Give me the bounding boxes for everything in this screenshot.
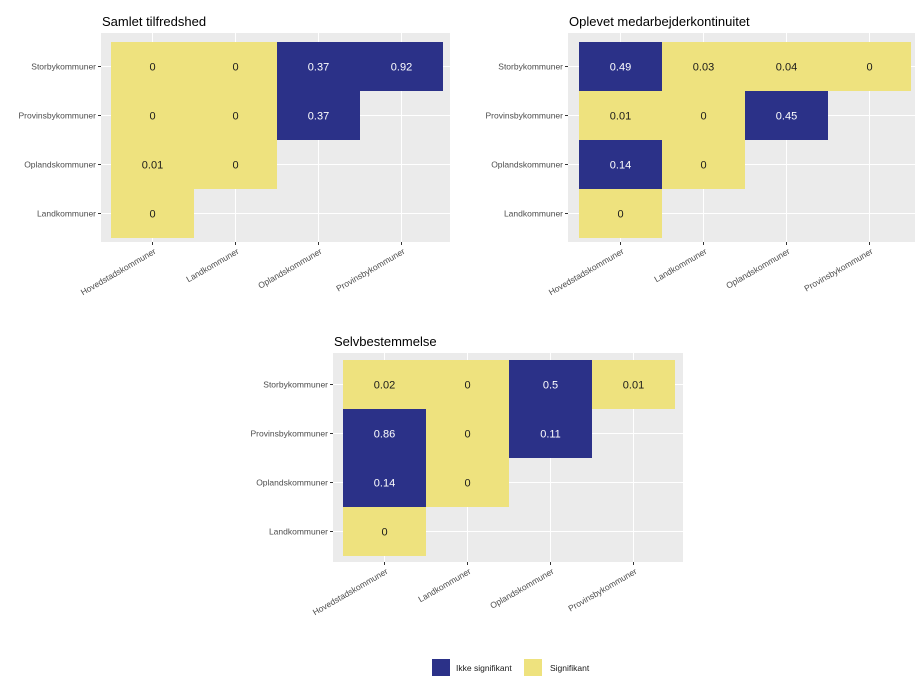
- x-tick-label: Provinsbykommuner: [334, 246, 406, 293]
- heatmap-tile-provinsbykommuner-oplandskommuner: [277, 91, 360, 140]
- y-tick-label: Landkommuner: [504, 209, 563, 219]
- legend: Ikke signifikant Signifikant: [432, 659, 590, 676]
- tile-value-label: 0: [149, 209, 155, 221]
- heatmap-tile-storbykommuner-provinsbykommuner: [592, 360, 675, 409]
- x-tick-label: Hovedstadskommuner: [79, 246, 158, 297]
- legend-label-ikke-signifikant: Ikke signifikant: [456, 663, 512, 673]
- y-tick-label: Storbykommuner: [263, 380, 328, 390]
- heatmap-tile-provinsbykommuner-hovedstadskommuner: [579, 91, 662, 140]
- tile-value-label: 0.86: [374, 429, 395, 441]
- heatmap-tile-landkommuner-hovedstadskommuner: [579, 189, 662, 238]
- x-tick-label: Oplandskommuner: [724, 246, 791, 291]
- heatmap-panel-samlet-tilfredshed: 0 0 0.37 0.92 0 0 0.37 0.01 0 0 Samlet tilfredshed…: [19, 14, 450, 297]
- x-tick-label: Hovedstadskommuner: [311, 566, 390, 617]
- tile-value-label: 0.04: [776, 62, 797, 74]
- tile-value-label: 0.01: [623, 380, 644, 392]
- chart-title: Oplevet medarbejderkontinuitet: [569, 14, 750, 29]
- tile-value-label: 0: [149, 62, 155, 74]
- heatmap-tile-provinsbykommuner-hovedstadskommuner: [343, 409, 426, 458]
- heatmap-tile-provinsbykommuner-oplandskommuner: [745, 91, 828, 140]
- tile-value-label: 0.01: [610, 111, 631, 123]
- heatmap-tile-storbykommuner-hovedstadskommuner: [343, 360, 426, 409]
- tile-value-label: 0: [464, 478, 470, 490]
- x-tick-label: Landkommuner: [652, 246, 708, 284]
- tile-value-label: 0.37: [308, 62, 329, 74]
- y-tick-label: Oplandskommuner: [24, 160, 96, 170]
- tile-value-label: 0.03: [693, 62, 714, 74]
- heatmap-tile-oplandskommuner-landkommuner: [194, 140, 277, 189]
- tile-value-label: 0.92: [391, 62, 412, 74]
- x-tick-label: Oplandskommuner: [256, 246, 323, 291]
- heatmap-tile-oplandskommuner-landkommuner: [426, 458, 509, 507]
- heatmap-tile-storbykommuner-oplandskommuner: [745, 42, 828, 91]
- heatmap-tile-storbykommuner-provinsbykommuner: [360, 42, 443, 91]
- tile-value-label: 0: [149, 111, 155, 123]
- heatmap-tile-storbykommuner-oplandskommuner: [509, 360, 592, 409]
- chart-title: Selvbestemmelse: [334, 334, 437, 349]
- y-tick-label: Provinsbykommuner: [19, 111, 97, 121]
- tile-value-label: 0: [464, 380, 470, 392]
- heatmap-tile-storbykommuner-hovedstadskommuner: [111, 42, 194, 91]
- y-tick-label: Provinsbykommuner: [486, 111, 564, 121]
- tile-value-label: 0.5: [543, 380, 558, 392]
- heatmap-tile-landkommuner-hovedstadskommuner: [343, 507, 426, 556]
- x-tick-label: Hovedstadskommuner: [547, 246, 626, 297]
- chart-title: Samlet tilfredshed: [102, 14, 206, 29]
- heatmap-tile-provinsbykommuner-landkommuner: [194, 91, 277, 140]
- x-tick-label: Provinsbykommuner: [802, 246, 874, 293]
- tile-value-label: 0: [617, 209, 623, 221]
- x-tick-label: Landkommuner: [184, 246, 240, 284]
- tile-value-label: 0.14: [374, 478, 395, 490]
- heatmap-tile-provinsbykommuner-oplandskommuner: [509, 409, 592, 458]
- heatmap-tile-provinsbykommuner-landkommuner: [426, 409, 509, 458]
- tile-value-label: 0: [700, 111, 706, 123]
- x-tick-label: Landkommuner: [416, 566, 472, 604]
- y-tick-label: Oplandskommuner: [491, 160, 563, 170]
- y-tick-label: Storbykommuner: [31, 62, 96, 72]
- tile-value-label: 0.45: [776, 111, 797, 123]
- heatmap-tile-oplandskommuner-landkommuner: [662, 140, 745, 189]
- tile-value-label: 0: [700, 160, 706, 172]
- y-tick-label: Oplandskommuner: [256, 478, 328, 488]
- tile-value-label: 0.02: [374, 380, 395, 392]
- tile-value-label: 0: [232, 160, 238, 172]
- tile-value-label: 0.14: [610, 160, 631, 172]
- heatmap-tile-storbykommuner-hovedstadskommuner: [579, 42, 662, 91]
- tile-value-label: 0.37: [308, 111, 329, 123]
- y-tick-label: Landkommuner: [37, 209, 96, 219]
- y-tick-label: Storbykommuner: [498, 62, 563, 72]
- heatmap-tile-oplandskommuner-hovedstadskommuner: [343, 458, 426, 507]
- heatmap-tile-oplandskommuner-hovedstadskommuner: [111, 140, 194, 189]
- heatmap-tile-provinsbykommuner-hovedstadskommuner: [111, 91, 194, 140]
- tile-value-label: 0.49: [610, 62, 631, 74]
- tile-value-label: 0.11: [540, 429, 561, 441]
- tile-value-label: 0: [232, 62, 238, 74]
- x-tick-label: Oplandskommuner: [488, 566, 555, 611]
- heatmap-tile-storbykommuner-landkommuner: [194, 42, 277, 91]
- heatmap-panel-oplevet-medarbejderkontinuitet: 0.49 0.03 0.04 0 0.01 0 0.45 0.14 0 0 Oplevet meda…: [486, 14, 915, 297]
- heatmap-tile-provinsbykommuner-landkommuner: [662, 91, 745, 140]
- y-tick-label: Landkommuner: [269, 527, 328, 537]
- heatmap-tile-storbykommuner-landkommuner: [426, 360, 509, 409]
- heatmap-tile-storbykommuner-provinsbykommuner: [828, 42, 911, 91]
- legend-swatch-signifikant: [524, 659, 542, 676]
- tile-value-label: 0: [381, 527, 387, 539]
- tile-value-label: 0.01: [142, 160, 163, 172]
- y-tick-label: Provinsbykommuner: [251, 429, 329, 439]
- heatmap-tile-landkommuner-hovedstadskommuner: [111, 189, 194, 238]
- heatmap-tile-oplandskommuner-hovedstadskommuner: [579, 140, 662, 189]
- heatmap-tile-storbykommuner-landkommuner: [662, 42, 745, 91]
- legend-label-signifikant: Signifikant: [550, 663, 590, 673]
- tile-value-label: 0: [232, 111, 238, 123]
- heatmap-panel-selvbestemmelse: 0.02 0 0.5 0.01 0.86 0 0.11 0.14 0 0 Selvbestemmel…: [251, 334, 683, 617]
- legend-swatch-ikke-signifikant: [432, 659, 450, 676]
- heatmap-tile-storbykommuner-oplandskommuner: [277, 42, 360, 91]
- x-tick-label: Provinsbykommuner: [566, 566, 638, 613]
- tile-value-label: 0: [464, 429, 470, 441]
- tile-value-label: 0: [866, 62, 872, 74]
